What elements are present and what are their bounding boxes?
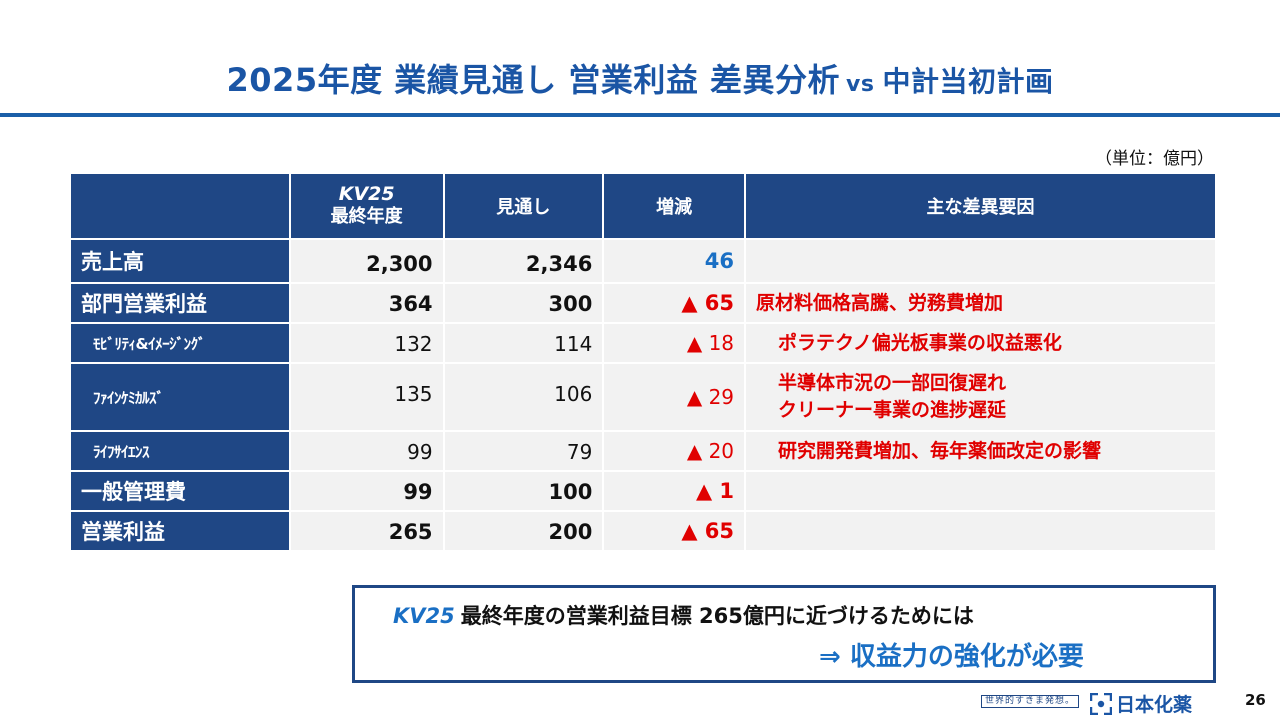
cell-kv25: 99 [290, 472, 443, 510]
tagline: 世界的すきま発想。 [981, 695, 1080, 708]
cell-kv25: 135 [290, 364, 443, 430]
unit-note: （単位：億円） [1095, 149, 1214, 169]
row-label-operating-profit: 営業利益 [71, 512, 289, 550]
table-header-row: KV25 最終年度 見通し 増減 主な差異要因 [71, 174, 1215, 238]
callout-line-2: ⇒ 収益力の強化が必要 [819, 642, 1084, 672]
cell-kv25: 2,300 [290, 240, 443, 282]
cell-reason: 研究開発費増加、毎年薬価改定の影響 [746, 432, 1215, 470]
cell-change: ▲ 29 [604, 364, 745, 430]
cell-reason: 半導体市況の一部回復遅れ クリーナー事業の進捗遅延 [746, 364, 1215, 430]
header-kv25-sub: 最終年度 [330, 206, 403, 227]
row-label-sales: 売上高 [71, 240, 289, 282]
cell-forecast: 200 [444, 512, 603, 550]
reason-line-2: クリーナー事業の進捗遅延 [778, 399, 1007, 421]
conclusion-callout: KV25 最終年度の営業利益目標 265億円に近づけるためには ⇒ 収益力の強化が… [352, 585, 1216, 683]
cell-kv25: 132 [290, 324, 443, 362]
cell-reason [746, 240, 1215, 282]
reason-line-1: 半導体市況の一部回復遅れ [778, 372, 1007, 394]
header-factors: 主な差異要因 [746, 174, 1215, 238]
cell-kv25: 364 [290, 284, 443, 322]
header-kv25: KV25 最終年度 [290, 174, 443, 238]
table-row: 部門営業利益 364 300 ▲ 65 原材料価格高騰、労務費増加 [71, 284, 1215, 322]
title-divider [0, 113, 1280, 117]
callout-line-1-text: 最終年度の営業利益目標 265億円に近づけるためには [460, 604, 974, 628]
cell-change: 46 [604, 240, 745, 282]
row-label-mobility-imaging: ﾓﾋﾞﾘﾃｨ&ｲﾒｰｼﾞﾝｸﾞ [71, 324, 289, 362]
cell-kv25: 265 [290, 512, 443, 550]
variance-table: KV25 最終年度 見通し 増減 主な差異要因 売上高 2,300 2,346 … [69, 172, 1217, 552]
table-row: 売上高 2,300 2,346 46 [71, 240, 1215, 282]
table-row: 営業利益 265 200 ▲ 65 [71, 512, 1215, 550]
cell-forecast: 300 [444, 284, 603, 322]
page-number: 26 [1245, 691, 1266, 709]
row-label-fine-chemicals: ﾌｧｲﾝｹﾐｶﾙｽﾞ [71, 364, 289, 430]
cell-forecast: 2,346 [444, 240, 603, 282]
page-title: 2025年度 業績見通し 営業利益 差異分析 vs 中計当初計画 [0, 55, 1280, 101]
cell-reason [746, 512, 1215, 550]
cell-forecast: 79 [444, 432, 603, 470]
cell-forecast: 106 [444, 364, 603, 430]
title-vs: vs [846, 72, 875, 97]
table-row: ﾓﾋﾞﾘﾃｨ&ｲﾒｰｼﾞﾝｸﾞ 132 114 ▲ 18 ポラテクノ偏光板事業の… [71, 324, 1215, 362]
cell-change: ▲ 20 [604, 432, 745, 470]
logo-text: 日本化薬 [1116, 694, 1193, 716]
cell-change: ▲ 65 [604, 284, 745, 322]
logo-mark-icon [1089, 691, 1113, 716]
header-empty [71, 174, 289, 238]
cell-forecast: 114 [444, 324, 603, 362]
cell-reason [746, 472, 1215, 510]
table-row: ﾗｲﾌｻｲｴﾝｽ 99 79 ▲ 20 研究開発費増加、毎年薬価改定の影響 [71, 432, 1215, 470]
table-row: 一般管理費 99 100 ▲ 1 [71, 472, 1215, 510]
cell-reason: ポラテクノ偏光板事業の収益悪化 [746, 324, 1215, 362]
callout-kv25: KV25 [393, 604, 455, 628]
header-forecast: 見通し [444, 174, 603, 238]
title-vs-target: 中計当初計画 [882, 65, 1054, 98]
cell-change: ▲ 18 [604, 324, 745, 362]
title-bar: 2025年度 業績見通し 営業利益 差異分析 vs 中計当初計画 [0, 0, 1280, 118]
cell-change: ▲ 65 [604, 512, 745, 550]
cell-forecast: 100 [444, 472, 603, 510]
callout-line-1: KV25 最終年度の営業利益目標 265億円に近づけるためには [393, 600, 974, 630]
cell-reason: 原材料価格高騰、労務費増加 [746, 284, 1215, 322]
header-kv25-top: KV25 [338, 183, 395, 205]
cell-change: ▲ 1 [604, 472, 745, 510]
row-label-life-science: ﾗｲﾌｻｲｴﾝｽ [71, 432, 289, 470]
row-label-admin-expenses: 一般管理費 [71, 472, 289, 510]
header-change: 増減 [604, 174, 745, 238]
cell-kv25: 99 [290, 432, 443, 470]
title-main: 2025年度 業績見通し 営業利益 差異分析 [226, 61, 841, 99]
company-logo: 日本化薬 [1089, 690, 1193, 717]
row-label-segment-profit: 部門営業利益 [71, 284, 289, 322]
table-row: ﾌｧｲﾝｹﾐｶﾙｽﾞ 135 106 ▲ 29 半導体市況の一部回復遅れ クリー… [71, 364, 1215, 430]
